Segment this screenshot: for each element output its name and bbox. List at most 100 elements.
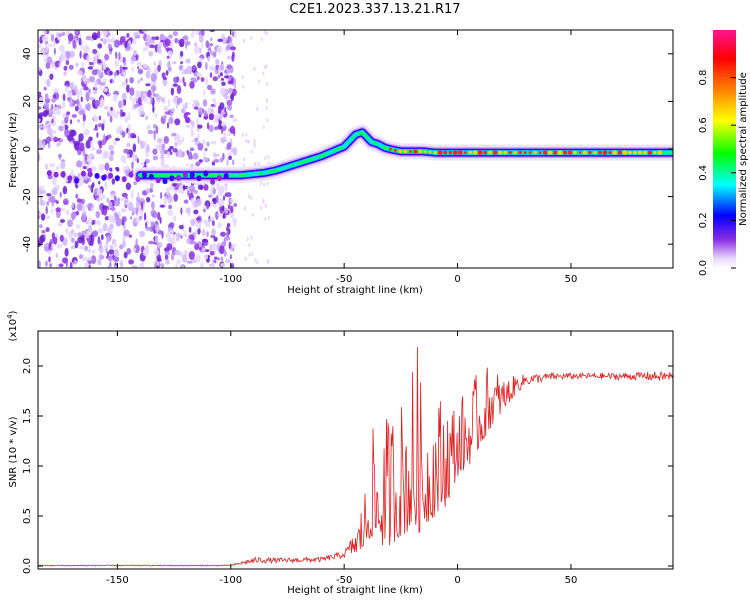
noise-speck — [131, 265, 138, 268]
noise-speck — [44, 30, 47, 37]
noise-speck — [97, 59, 102, 64]
noise-speck — [208, 194, 213, 198]
noise-speck — [226, 88, 233, 94]
noise-speck — [85, 257, 93, 261]
noise-speck — [121, 99, 124, 108]
noise-speck — [203, 219, 208, 224]
noise-speck — [77, 236, 84, 244]
noise-speck — [192, 99, 199, 104]
noise-speck — [251, 251, 254, 256]
noise-speck — [107, 43, 112, 50]
noise-speck — [202, 99, 208, 107]
noise-speck — [147, 89, 152, 98]
noise-speck — [91, 32, 98, 40]
noise-speck — [162, 78, 168, 87]
noise-speck — [247, 139, 250, 144]
noise-speck — [40, 213, 46, 221]
noise-speck — [153, 212, 158, 219]
noise-speck — [97, 68, 102, 76]
noise-speck — [62, 93, 66, 102]
noise-speck — [130, 189, 134, 199]
noise-speck — [92, 219, 96, 225]
noise-speck — [211, 228, 216, 236]
noise-speck — [225, 259, 231, 264]
noise-speck — [218, 120, 222, 125]
noise-speck — [190, 197, 194, 204]
ridge-blob — [253, 171, 258, 176]
noise-speck — [265, 64, 268, 69]
ridge-blob — [642, 150, 647, 155]
noise-speck — [53, 136, 58, 143]
noise-speck — [180, 235, 183, 239]
noise-speck — [96, 132, 99, 138]
noise-speck — [132, 152, 136, 161]
colorbar: 0.0 0.2 0.4 0.6 0.8 Normalized spectral ampl… — [698, 30, 749, 276]
noise-speck — [215, 211, 219, 220]
noise-speck — [164, 38, 171, 47]
noise-speck — [211, 140, 217, 145]
noise-speck — [76, 90, 81, 99]
noise-speck — [81, 214, 86, 223]
noise-speck — [174, 249, 181, 256]
noise-speck — [114, 51, 118, 60]
ridge-trail — [87, 171, 93, 178]
noise-speck — [217, 213, 223, 217]
noise-speck — [45, 206, 48, 215]
noise-speck — [220, 87, 226, 96]
noise-speck — [155, 224, 160, 233]
noise-speck — [233, 84, 237, 89]
noise-speck — [121, 111, 126, 117]
ridge-trail — [67, 175, 73, 182]
noise-speck — [229, 125, 236, 134]
noise-speck — [219, 102, 225, 110]
noise-speck — [69, 262, 73, 268]
y-tick-label: -40 — [22, 236, 33, 252]
noise-speck — [243, 157, 246, 162]
noise-speck — [87, 203, 93, 209]
noise-speck — [46, 78, 51, 88]
noise-speck — [176, 98, 181, 106]
ridge-blob — [249, 172, 253, 176]
noise-speck — [52, 177, 57, 186]
noise-speck — [168, 34, 173, 39]
noise-speck — [188, 251, 195, 260]
noise-speck — [227, 55, 231, 60]
noise-speck — [116, 126, 123, 133]
ridge-blob — [542, 150, 548, 155]
noise-speck — [166, 243, 173, 250]
noise-speck — [60, 161, 66, 170]
noise-speck — [94, 99, 101, 107]
ridge-trail — [210, 178, 216, 185]
noise-speck — [194, 229, 198, 236]
noise-speck — [79, 254, 83, 260]
noise-speck — [91, 249, 96, 255]
noise-speck — [64, 247, 69, 257]
noise-speck — [88, 177, 91, 182]
noise-speck — [93, 55, 96, 65]
ridge-blob — [433, 151, 437, 155]
noise-speck — [55, 210, 61, 219]
noise-speck — [203, 156, 209, 163]
noise-speck — [216, 46, 223, 54]
y-tick-label: 40 — [22, 47, 33, 60]
noise-speck — [88, 264, 91, 268]
ridge-blob — [259, 171, 263, 175]
noise-speck — [149, 44, 156, 49]
noise-speck — [214, 256, 218, 260]
noise-speck — [46, 193, 52, 197]
noise-speck — [198, 159, 203, 163]
noise-speck — [187, 151, 193, 160]
noise-speck — [153, 61, 156, 66]
ridge-blob — [477, 150, 483, 156]
noise-speck — [48, 163, 56, 168]
noise-speck — [190, 119, 193, 126]
noise-speck — [256, 107, 259, 111]
noise-speck — [152, 148, 158, 155]
y-tick-label: 20 — [22, 95, 33, 108]
noise-speck — [224, 107, 227, 113]
ridge-blob — [582, 150, 588, 155]
ridge-blob — [452, 150, 458, 156]
noise-speck — [86, 55, 91, 63]
noise-speck — [108, 201, 113, 208]
noise-speck — [137, 68, 144, 75]
